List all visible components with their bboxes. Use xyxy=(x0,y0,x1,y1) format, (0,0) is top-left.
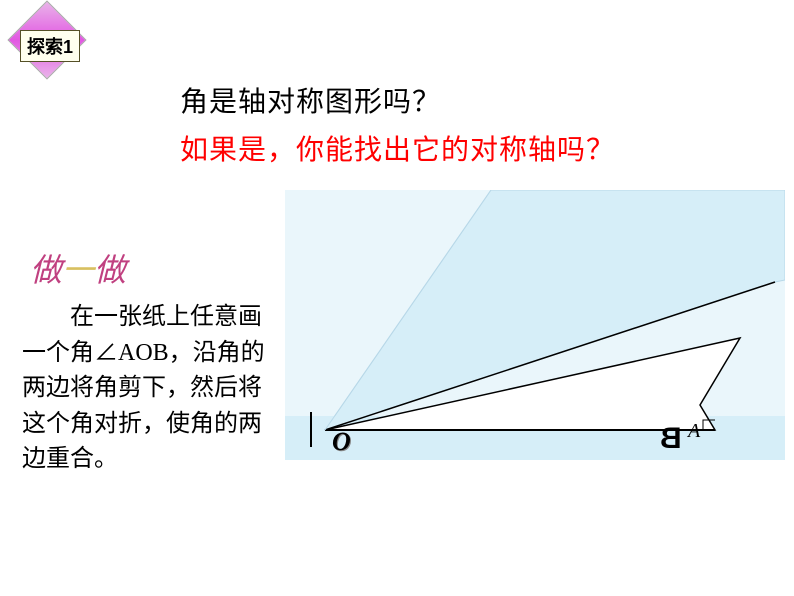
angle-fold-diagram xyxy=(285,190,785,470)
doit-char-1: 做 xyxy=(30,252,62,288)
instructions-text: 在一张纸上任意画一个角∠AOB，沿角的两边将角剪下，然后将这个角对折，使角的两边… xyxy=(22,300,282,478)
explore-badge: 探索1 xyxy=(7,0,87,80)
point-label-B: B xyxy=(660,422,682,456)
badge-label: 探索1 xyxy=(20,30,80,62)
doit-char-2: 一 xyxy=(62,252,94,288)
fold-mark-vertical xyxy=(310,412,312,447)
diagram-svg xyxy=(285,190,785,470)
doit-char-3: 做 xyxy=(94,252,126,288)
vertex-label-O: O xyxy=(332,427,351,457)
point-label-A: A xyxy=(688,420,700,443)
question-line-1: 角是轴对称图形吗？ xyxy=(180,80,441,120)
do-it-heading: 做一做 xyxy=(30,245,126,291)
question-line-2: 如果是，你能找出它的对称轴吗？ xyxy=(180,128,615,168)
